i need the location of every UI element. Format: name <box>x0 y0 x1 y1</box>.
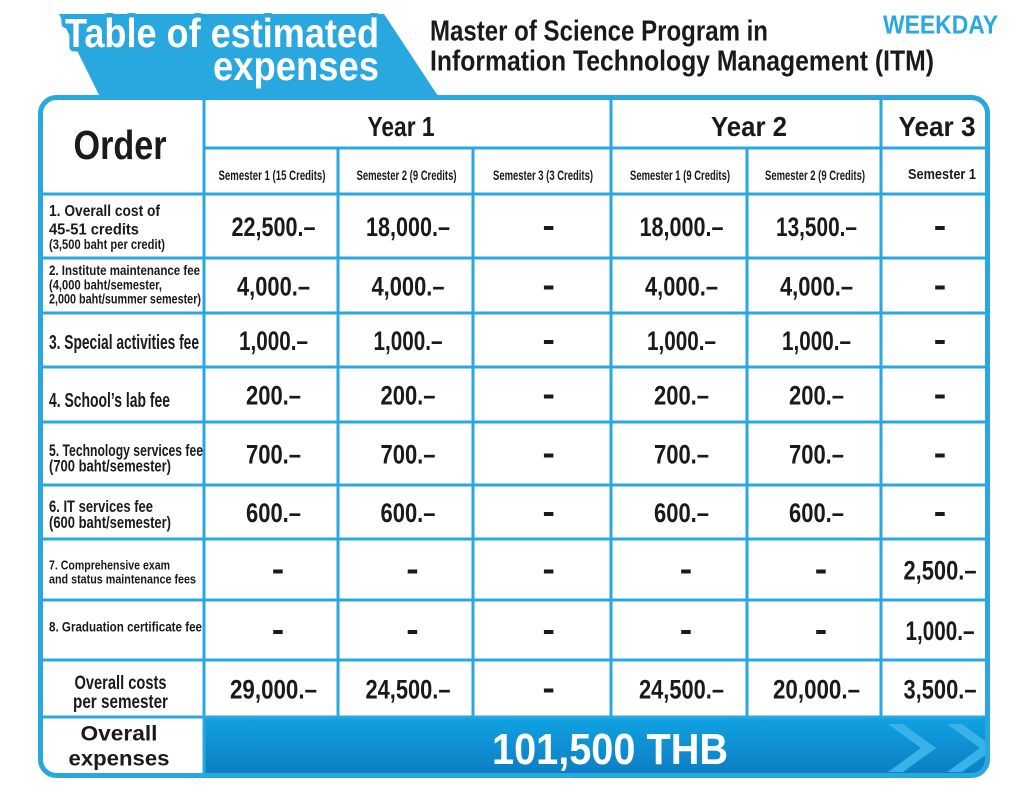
svg-text:Information Technology Managem: Information Technology Management (ITM) <box>430 46 934 78</box>
svg-text:Year 3: Year 3 <box>899 111 976 142</box>
svg-text:WEEKDAY: WEEKDAY <box>883 10 998 40</box>
svg-text:and status maintenance fees: and status maintenance fees <box>49 573 196 587</box>
svg-text:22,500.–: 22,500.– <box>232 212 316 242</box>
svg-text:6. IT services fee: 6. IT services fee <box>49 497 153 516</box>
svg-text:200.–: 200.– <box>789 381 844 411</box>
svg-text:8. Graduation certificate fee: 8. Graduation certificate fee <box>49 620 202 635</box>
svg-text:45-51 credits: 45-51 credits <box>49 222 139 239</box>
svg-text:Order: Order <box>74 122 167 168</box>
svg-text:200.–: 200.– <box>654 381 709 411</box>
svg-text:Semester 2 (9 Credits): Semester 2 (9 Credits) <box>765 167 865 183</box>
svg-text:4,000.–: 4,000.– <box>237 272 310 302</box>
svg-text:1,000.–: 1,000.– <box>647 326 716 356</box>
svg-text:1,000.–: 1,000.– <box>782 326 851 356</box>
svg-text:(3,500 baht per credit): (3,500 baht per credit) <box>49 237 165 252</box>
svg-text:1. Overall cost of: 1. Overall cost of <box>49 203 161 220</box>
svg-text:5. Technology services fee: 5. Technology services fee <box>49 441 203 460</box>
svg-text:700.–: 700.– <box>654 440 709 470</box>
svg-text:Semester 1: Semester 1 <box>908 166 976 183</box>
svg-text:Year 1: Year 1 <box>368 111 435 142</box>
svg-text:(700 baht/semester): (700 baht/semester) <box>49 457 171 476</box>
svg-text:600.–: 600.– <box>246 498 301 528</box>
svg-text:18,000.–: 18,000.– <box>366 212 450 242</box>
svg-text:4,000.–: 4,000.– <box>645 272 718 302</box>
svg-text:13,500.–: 13,500.– <box>776 212 857 242</box>
svg-text:Semester 1 (15 Credits): Semester 1 (15 Credits) <box>219 167 326 183</box>
svg-text:Semester 3 (3 Credits): Semester 3 (3 Credits) <box>493 167 593 183</box>
svg-text:Semester 1 (9 Credits): Semester 1 (9 Credits) <box>630 167 730 183</box>
svg-text:18,000.–: 18,000.– <box>640 212 724 242</box>
svg-text:101,500 THB: 101,500 THB <box>492 725 728 774</box>
svg-text:expenses: expenses <box>213 43 379 89</box>
svg-text:600.–: 600.– <box>654 498 709 528</box>
svg-text:Overall: Overall <box>81 722 158 746</box>
svg-text:2,000 baht/summer semester): 2,000 baht/summer semester) <box>49 292 201 307</box>
svg-text:expenses: expenses <box>69 747 170 771</box>
svg-text:29,000.–: 29,000.– <box>230 675 317 705</box>
svg-text:(4,000 baht/semester,: (4,000 baht/semester, <box>49 278 162 293</box>
svg-text:700.–: 700.– <box>789 440 844 470</box>
svg-text:24,500.–: 24,500.– <box>639 675 724 705</box>
svg-text:2,500.–: 2,500.– <box>904 556 977 586</box>
svg-text:Overall costs: Overall costs <box>75 673 167 694</box>
svg-text:700.–: 700.– <box>381 440 436 470</box>
svg-text:1,000.–: 1,000.– <box>239 326 308 356</box>
svg-text:Semester 2 (9 Credits): Semester 2 (9 Credits) <box>357 167 457 183</box>
svg-text:4. School’s lab fee: 4. School’s lab fee <box>49 390 170 412</box>
svg-text:4,000.–: 4,000.– <box>780 272 853 302</box>
svg-text:200.–: 200.– <box>246 381 301 411</box>
svg-text:20,000.–: 20,000.– <box>773 675 860 705</box>
svg-text:600.–: 600.– <box>789 498 844 528</box>
svg-text:Year 2: Year 2 <box>711 111 787 142</box>
svg-text:4,000.–: 4,000.– <box>372 272 445 302</box>
svg-text:600.–: 600.– <box>381 498 436 528</box>
svg-text:24,500.–: 24,500.– <box>366 675 451 705</box>
svg-text:700.–: 700.– <box>246 440 301 470</box>
svg-text:Table of estimated: Table of estimated <box>65 10 379 56</box>
svg-text:1,000.–: 1,000.– <box>906 616 975 646</box>
svg-text:3,500.–: 3,500.– <box>904 675 977 705</box>
svg-text:(600 baht/semester): (600 baht/semester) <box>49 513 171 532</box>
svg-text:Master of Science Program in: Master of Science Program in <box>430 16 768 48</box>
svg-text:7. Comprehensive exam: 7. Comprehensive exam <box>49 559 170 573</box>
svg-text:2. Institute maintenance fee: 2. Institute maintenance fee <box>49 262 200 278</box>
svg-text:200.–: 200.– <box>381 381 436 411</box>
svg-text:per semester: per semester <box>73 692 168 713</box>
svg-text:3. Special activities fee: 3. Special activities fee <box>49 332 199 354</box>
svg-text:1,000.–: 1,000.– <box>374 326 443 356</box>
